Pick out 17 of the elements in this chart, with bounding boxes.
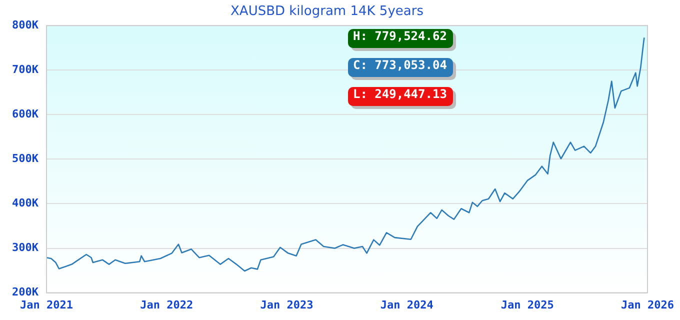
annotation: C: 773,053.04 <box>348 58 453 77</box>
x-tick-label: Jan 2025 <box>500 298 554 312</box>
annotation: H: 779,524.62 <box>348 29 453 48</box>
x-tick-label: Jan 2026 <box>621 298 674 312</box>
y-tick-label: 800K <box>12 18 39 32</box>
y-tick-label: 300K <box>12 241 39 254</box>
x-tick-label: Jan 2023 <box>260 298 314 312</box>
y-tick-label: 600K <box>12 108 39 121</box>
x-tick-label: Jan 2021 <box>20 298 74 312</box>
annotation: L: 249,447.13 <box>348 87 453 106</box>
y-tick-label: 500K <box>12 152 39 166</box>
y-tick-label: 700K <box>12 62 39 76</box>
y-tick-label: 200K <box>12 286 39 299</box>
x-tick-label: Jan 2024 <box>380 298 434 312</box>
x-tick-label: Jan 2022 <box>140 298 194 312</box>
chart-title: XAUSBD kilogram 14K 5years <box>230 4 424 20</box>
y-tick-label: 400K <box>12 196 39 210</box>
